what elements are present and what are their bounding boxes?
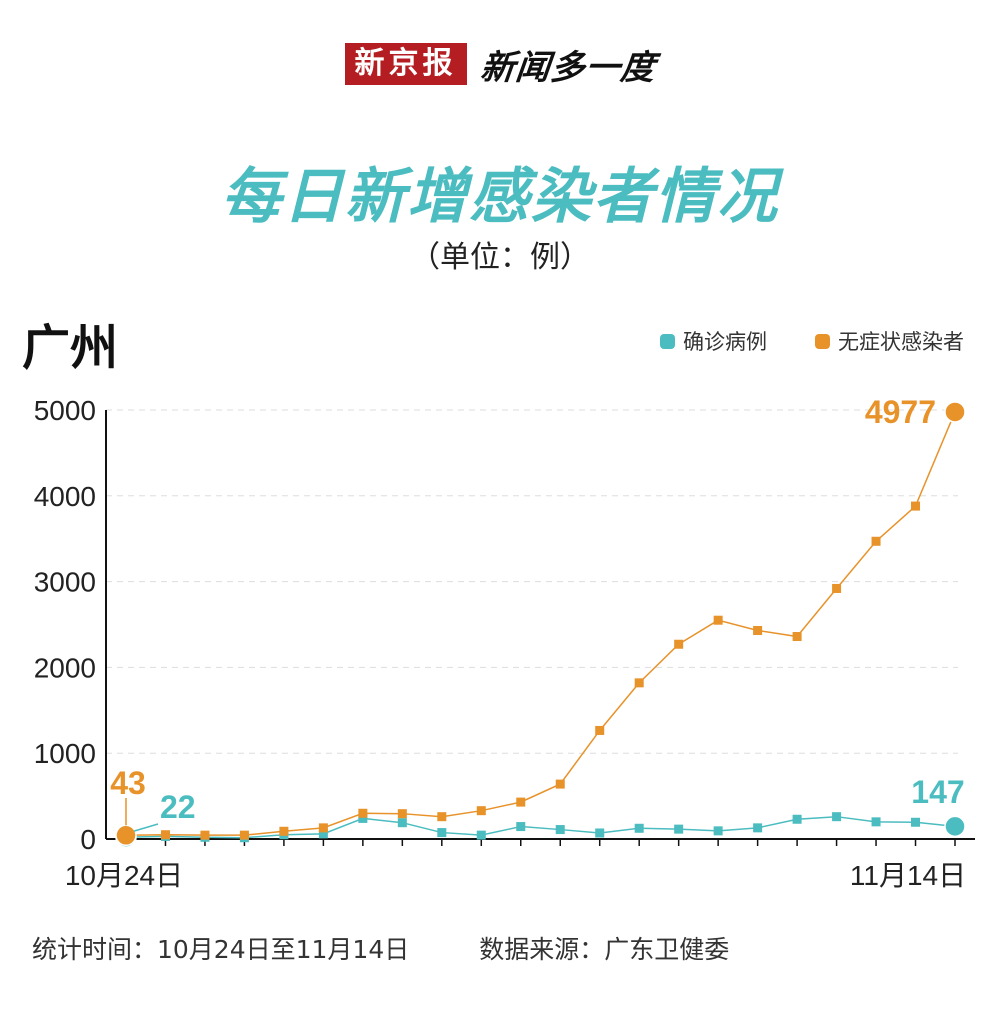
annotation-leader-confirmed bbox=[133, 823, 159, 832]
data-point-asymptomatic bbox=[200, 830, 210, 840]
series-line-confirmed bbox=[125, 815, 956, 839]
x-tick-label-end: 11月14日 bbox=[850, 860, 966, 891]
data-point-asymptomatic bbox=[595, 725, 605, 735]
y-tick-label: 4000 bbox=[34, 481, 96, 512]
data-point-confirmed bbox=[634, 823, 644, 833]
region-title: 广州 bbox=[22, 320, 119, 376]
series-line-asymptomatic bbox=[125, 411, 956, 837]
data-point-confirmed bbox=[713, 826, 723, 836]
y-tick-label: 1000 bbox=[34, 738, 96, 769]
legend-item-asymptomatic: 无症状感染者 bbox=[815, 326, 964, 356]
data-point-asymptomatic bbox=[239, 830, 249, 840]
masthead: 新京报 新闻多一度 bbox=[0, 42, 1000, 88]
data-source: 数据来源：广东卫健委 bbox=[479, 935, 730, 964]
endpoint-start-asymptomatic bbox=[115, 824, 137, 847]
data-point-asymptomatic bbox=[634, 678, 644, 688]
footer: 统计时间：10月24日至11月14日 数据来源：广东卫健委 bbox=[32, 930, 729, 966]
data-point-confirmed bbox=[318, 829, 328, 839]
y-tick-label: 3000 bbox=[34, 567, 96, 598]
data-point-asymptomatic bbox=[160, 830, 170, 840]
data-label-confirmed-first: 22 bbox=[160, 789, 196, 825]
brand-logo: 新京报 bbox=[344, 43, 467, 85]
x-tick-label-start: 10月24日 bbox=[65, 860, 183, 891]
y-tick-label: 2000 bbox=[34, 652, 96, 683]
data-point-confirmed bbox=[358, 813, 368, 823]
data-point-asymptomatic bbox=[318, 823, 328, 833]
y-tick-label: 0 bbox=[80, 824, 96, 855]
legend-label-asymptomatic: 无症状感染者 bbox=[838, 330, 964, 354]
data-point-asymptomatic bbox=[476, 806, 486, 816]
data-point-asymptomatic bbox=[516, 797, 526, 807]
data-point-asymptomatic bbox=[555, 779, 565, 789]
data-point-asymptomatic bbox=[674, 639, 684, 649]
legend-swatch-asymptomatic bbox=[815, 333, 830, 349]
data-label-asymptomatic-last: 4977 bbox=[865, 394, 936, 430]
data-label-confirmed-last: 147 bbox=[911, 774, 964, 810]
data-point-confirmed bbox=[555, 825, 565, 835]
unit-label: （单位：例） bbox=[410, 240, 590, 275]
data-point-asymptomatic bbox=[358, 808, 368, 818]
data-point-confirmed bbox=[397, 818, 407, 828]
data-point-confirmed bbox=[753, 823, 763, 833]
stat-period: 统计时间：10月24日至11月14日 bbox=[32, 935, 410, 964]
data-point-asymptomatic bbox=[397, 809, 407, 819]
data-point-confirmed bbox=[792, 814, 802, 824]
chart-title: 每日新增感染者情况 bbox=[221, 162, 779, 232]
data-point-confirmed bbox=[832, 812, 842, 822]
data-point-confirmed bbox=[911, 817, 921, 827]
data-point-asymptomatic bbox=[911, 501, 921, 511]
data-point-asymptomatic bbox=[437, 812, 447, 822]
data-label-asymptomatic-first: 43 bbox=[110, 765, 146, 801]
data-point-confirmed bbox=[595, 828, 605, 838]
chart-legend: 确诊病例 无症状感染者 bbox=[660, 326, 964, 356]
data-point-confirmed bbox=[516, 822, 526, 832]
data-point-confirmed bbox=[437, 828, 447, 838]
legend-item-confirmed: 确诊病例 bbox=[660, 326, 767, 356]
data-point-confirmed bbox=[871, 817, 881, 827]
data-point-asymptomatic bbox=[279, 826, 289, 836]
y-tick-label: 5000 bbox=[34, 395, 96, 426]
data-point-asymptomatic bbox=[753, 626, 763, 636]
legend-label-confirmed: 确诊病例 bbox=[683, 330, 767, 354]
data-point-asymptomatic bbox=[871, 536, 881, 546]
data-point-asymptomatic bbox=[832, 583, 842, 593]
data-point-asymptomatic bbox=[713, 615, 723, 625]
legend-swatch-confirmed bbox=[660, 333, 675, 349]
data-point-confirmed bbox=[476, 830, 486, 840]
data-point-asymptomatic bbox=[792, 632, 802, 642]
data-point-confirmed bbox=[674, 824, 684, 834]
endpoint-end-confirmed bbox=[944, 815, 966, 838]
endpoint-end-asymptomatic bbox=[944, 401, 966, 423]
